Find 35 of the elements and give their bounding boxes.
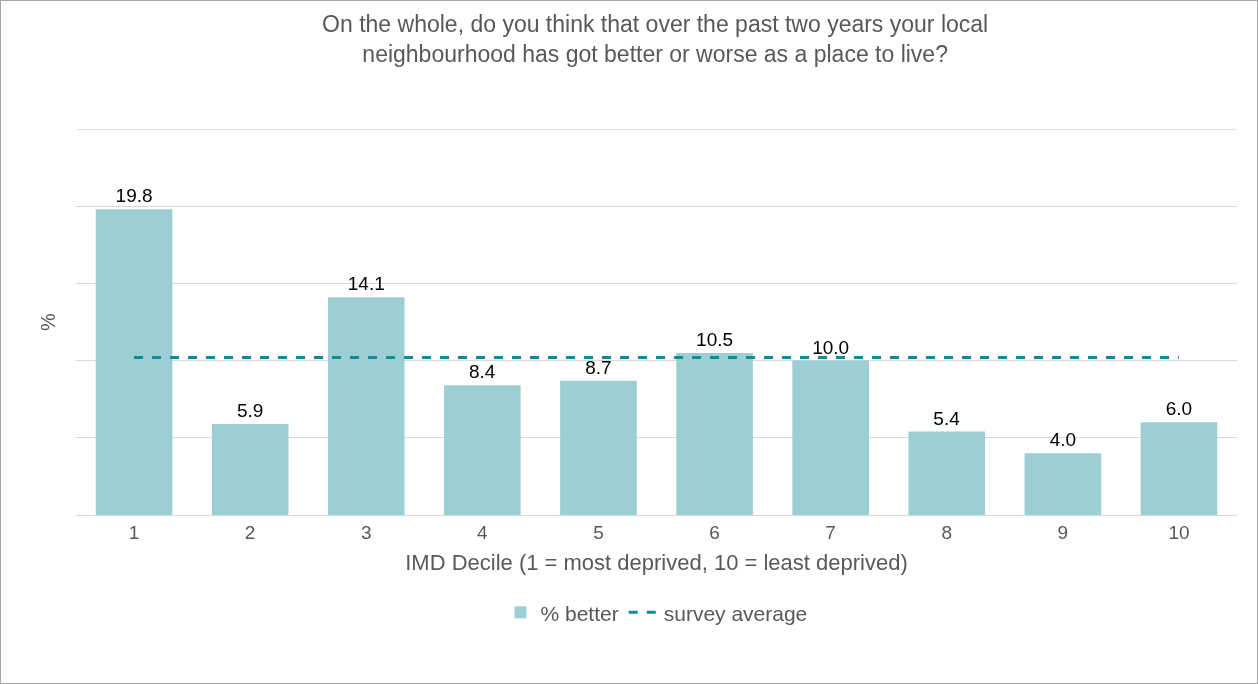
legend-label: % better <box>540 601 619 625</box>
x-tick-label: 6 <box>709 521 720 543</box>
bar <box>908 431 986 515</box>
data-label: 10.0 <box>812 336 850 358</box>
bar <box>95 209 173 515</box>
data-label: 8.4 <box>468 361 496 383</box>
x-tick-label: 4 <box>477 521 489 543</box>
bar <box>211 423 289 515</box>
data-label: 8.7 <box>585 356 612 378</box>
bar <box>1024 453 1102 515</box>
bar <box>560 380 637 515</box>
x-tick-label: 8 <box>941 521 953 543</box>
x-tick-label: 3 <box>360 521 372 543</box>
y-axis-title: % <box>36 312 59 331</box>
data-label: 5.9 <box>236 399 264 421</box>
bar <box>792 360 869 515</box>
data-label: 14.1 <box>347 273 385 295</box>
legend-label: survey average <box>663 601 808 625</box>
data-label: 19.8 <box>115 185 153 207</box>
bar <box>1140 422 1218 515</box>
data-label: 10.5 <box>696 328 734 350</box>
bar <box>676 352 753 515</box>
x-axis-title: IMD Decile (1 = most deprived, 10 = least deprived) <box>405 549 908 575</box>
data-label: 4.0 <box>1049 429 1077 451</box>
x-tick-label: 10 <box>1168 521 1190 543</box>
chart-title: On the whole, do you think that over the past two years your local neighbourhood has got better or worse as a place to live? <box>322 10 989 67</box>
data-label: 6.0 <box>1165 398 1193 420</box>
x-tick-label: 2 <box>244 521 256 543</box>
x-tick-label: 9 <box>1057 521 1069 543</box>
x-tick-label: 7 <box>825 521 836 543</box>
bar <box>327 297 405 515</box>
x-tick-label: 5 <box>593 521 604 543</box>
data-label: 5.4 <box>933 407 961 429</box>
x-tick-label: 1 <box>128 521 140 543</box>
bar <box>444 385 521 515</box>
